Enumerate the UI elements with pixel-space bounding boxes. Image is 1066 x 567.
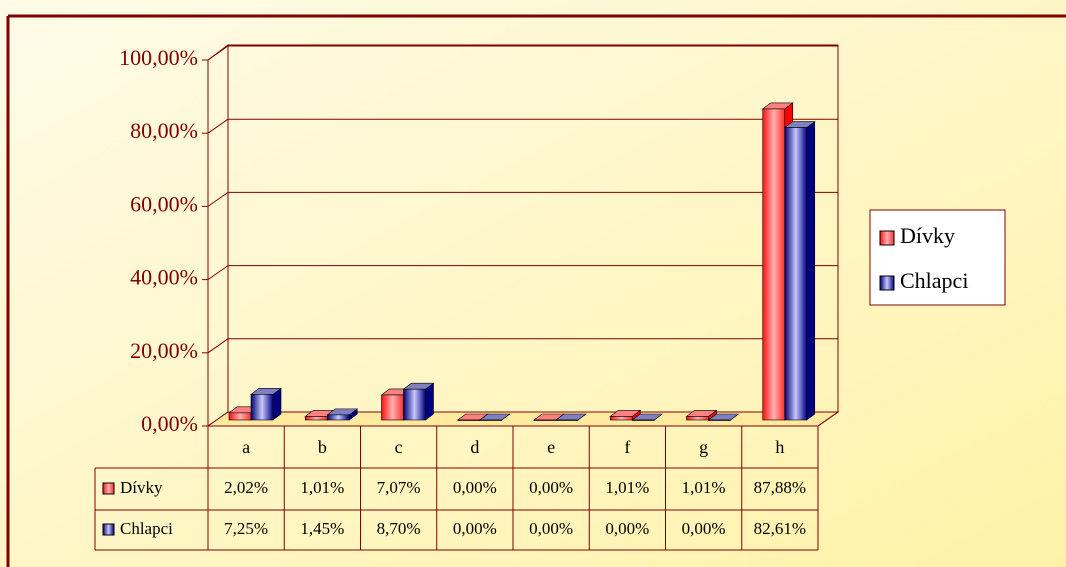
table-value: 0,00% [453,478,497,497]
bar-front [631,419,655,421]
grid-line-side [207,338,229,354]
legend-key [879,275,895,291]
bar-front [228,412,252,421]
y-tick-label: 40,00% [130,265,198,290]
x-tick-label: d [470,437,479,457]
bar-front [762,108,786,421]
bar [402,382,435,421]
table-value: 2,02% [224,478,268,497]
grid-line-side [207,118,229,134]
table-series-name: Chlapci [120,519,173,538]
grid-line-side [207,45,229,61]
bar-front [326,414,350,421]
bar-front [686,416,709,421]
legend-label: Dívky [900,223,955,248]
table-value: 1,01% [300,478,344,497]
table-value: 1,01% [605,478,649,497]
y-tick-label: 0,00% [141,411,198,436]
bar-front [479,419,503,421]
bar [478,413,511,421]
legend-key [879,230,895,246]
bar [609,409,642,421]
bar-front [304,416,328,421]
table-value: 7,07% [377,478,421,497]
y-tick-label: 80,00% [130,118,198,143]
bar-side [806,120,816,421]
x-tick-label: c [395,437,403,457]
bar-front [609,416,633,421]
bar-front [403,388,426,421]
table-value: 0,00% [605,519,649,538]
bar-front [708,419,731,421]
table-value: 0,00% [529,519,573,538]
floor [206,411,840,427]
table-value: 1,01% [682,478,726,497]
table-line [817,411,839,427]
table-value: 0,00% [453,519,497,538]
y-tick-label: 60,00% [130,191,198,216]
bar [783,120,816,421]
grid-line-side [207,265,229,281]
y-tick-label: 100,00% [119,45,198,70]
legend-label: Chlapci [900,268,968,293]
bar-front [555,419,579,421]
x-tick-label: e [547,437,555,457]
bar-side [425,382,434,421]
table-value: 82,61% [754,519,806,538]
table-value: 0,00% [529,478,573,497]
x-tick-label: h [775,437,784,457]
bar-front [784,127,808,421]
x-tick-label: g [699,437,708,457]
bar-front [533,419,557,421]
grid-line-side [207,191,229,207]
bar [250,387,282,421]
table-value: 87,88% [754,478,806,497]
table-series-name: Dívky [120,478,163,497]
table-value: 1,45% [300,519,344,538]
x-tick-label: a [242,437,250,457]
bar-front [381,394,404,421]
bar [685,409,718,421]
table-key [102,523,115,536]
table-value: 7,25% [224,519,268,538]
bar [631,413,664,421]
x-tick-label: b [318,437,327,457]
table-value: 0,00% [682,519,726,538]
bar [326,408,359,421]
bar [707,413,740,421]
table-key [102,482,115,495]
bar-front [457,419,481,421]
bar [555,413,587,421]
table-value: 8,70% [377,519,421,538]
y-tick-label: 20,00% [130,338,198,363]
bar-front [250,394,274,421]
x-tick-label: f [624,437,630,457]
